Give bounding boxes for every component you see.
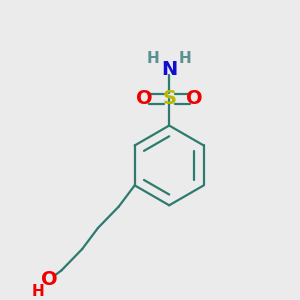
Text: H: H bbox=[179, 51, 192, 66]
Text: O: O bbox=[136, 89, 152, 109]
Text: O: O bbox=[41, 270, 58, 289]
Text: O: O bbox=[186, 89, 202, 109]
Text: H: H bbox=[32, 284, 44, 299]
Text: H: H bbox=[147, 51, 159, 66]
Text: S: S bbox=[162, 89, 176, 109]
Text: N: N bbox=[161, 60, 177, 79]
